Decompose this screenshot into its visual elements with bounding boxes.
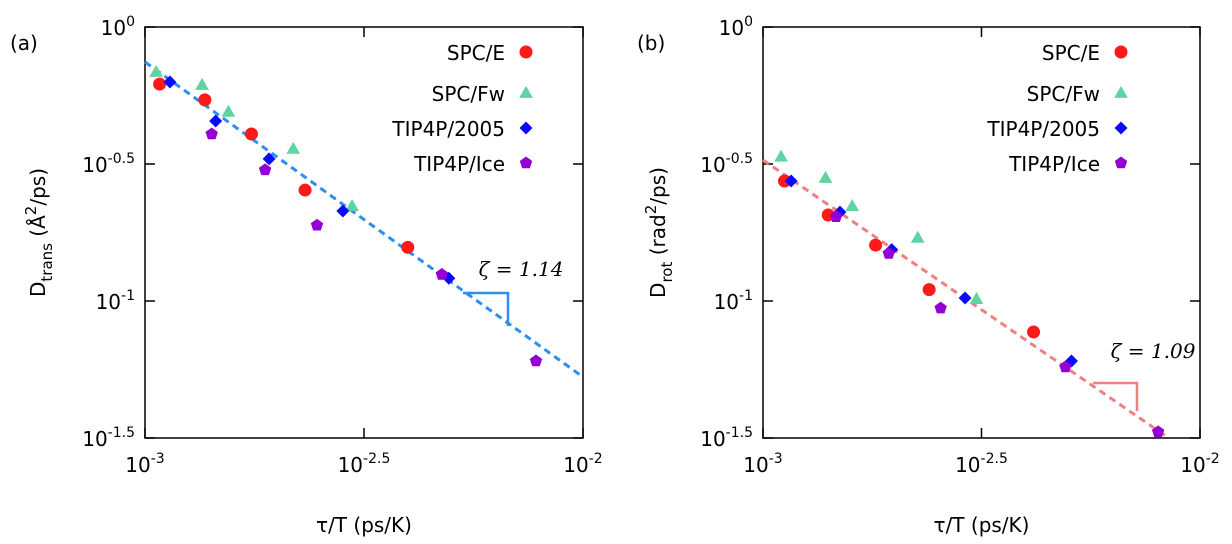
legend-marker <box>519 85 533 98</box>
marker <box>163 75 177 89</box>
tick-label: 10-3 <box>125 451 164 477</box>
marker <box>258 163 272 176</box>
y-axis-label-part: /ps) <box>646 167 670 205</box>
legend-label: TIP4P/Ice <box>1008 152 1100 176</box>
y-axis-label-part: (Å <box>26 215 50 243</box>
legend-marker <box>1114 156 1128 169</box>
legend-label: SPC/Fw <box>1027 82 1100 106</box>
marker <box>934 301 947 314</box>
y-axis-label-part: 2 <box>22 206 40 216</box>
slope-triangle <box>463 291 510 326</box>
x-axis-label-part: τ/T (ps/K) <box>934 513 1030 537</box>
y-axis-label: Dtrans (Å2/ps) <box>22 168 56 297</box>
marker <box>401 240 415 254</box>
legend-marker <box>519 45 533 59</box>
slope-triangle <box>1093 381 1139 411</box>
marker <box>969 291 984 304</box>
tick-label: 100 <box>101 14 135 40</box>
marker <box>869 238 883 252</box>
marker <box>244 127 258 141</box>
fit-line <box>144 60 584 379</box>
tick-label: 10-0.5 <box>82 151 135 177</box>
marker <box>1027 325 1041 339</box>
marker <box>778 174 792 188</box>
marker <box>149 64 163 77</box>
y-axis-label-part: trans <box>38 243 56 282</box>
marker <box>286 141 301 154</box>
marker <box>205 127 218 140</box>
y-axis-label-part: /ps) <box>26 168 50 206</box>
y-axis-label-part: 2 <box>642 205 660 215</box>
tick-label: 100 <box>719 14 753 40</box>
legend-label: TIP4P/2005 <box>391 117 505 141</box>
x-axis-label-part: τ/T (ps/K) <box>316 513 412 537</box>
tick-label: 10-2 <box>563 451 602 477</box>
marker <box>336 204 350 218</box>
marker <box>298 183 312 197</box>
legend-label: SPC/Fw <box>432 82 505 106</box>
tick-label: 10-2.5 <box>955 451 1008 477</box>
x-axis-label: τ/T (ps/K) <box>934 513 1030 537</box>
legend-marker <box>519 121 533 135</box>
marker <box>529 354 543 367</box>
y-axis-label-part: (rad <box>646 214 670 261</box>
marker <box>774 149 788 162</box>
tick-label: 10-2.5 <box>338 451 391 477</box>
marker <box>262 152 276 166</box>
legend-label: SPC/E <box>1042 41 1100 65</box>
y-axis-label-part: D <box>646 283 670 298</box>
tick-label: 10-1.5 <box>700 425 753 451</box>
y-axis-label-part: rot <box>658 262 676 283</box>
marker <box>784 174 798 188</box>
panel-label: (a) <box>10 31 38 55</box>
marker <box>221 104 236 117</box>
legend-marker <box>1114 85 1128 98</box>
y-axis-label: Drot (rad2/ps) <box>642 167 676 298</box>
tick-label: 10-2 <box>1180 451 1219 477</box>
legend-label: TIP4P/2005 <box>986 117 1100 141</box>
marker <box>882 247 895 259</box>
x-axis-label: τ/T (ps/K) <box>316 513 412 537</box>
marker <box>958 291 972 305</box>
marker <box>153 77 167 91</box>
marker <box>1151 425 1165 438</box>
tick-label: 10-1 <box>96 288 135 314</box>
tick-label: 10-1.5 <box>82 425 135 451</box>
plot-frame <box>144 26 584 439</box>
annotation: ζ = 1.14 <box>479 257 564 281</box>
panel-label: (b) <box>637 31 665 55</box>
marker <box>845 198 860 211</box>
marker <box>910 230 925 243</box>
plot-frame <box>762 26 1201 439</box>
marker <box>209 114 223 128</box>
tick-label: 10-3 <box>743 451 782 477</box>
marker <box>195 77 209 90</box>
marker <box>345 198 359 211</box>
legend-marker <box>519 156 533 169</box>
marker <box>310 218 324 231</box>
tick-label: 10-1 <box>714 288 753 314</box>
marker <box>829 210 843 222</box>
marker <box>435 267 448 280</box>
legend-marker <box>1114 121 1128 135</box>
annotation: ζ = 1.09 <box>1111 339 1196 363</box>
legend-marker <box>1114 45 1128 59</box>
legend-label: TIP4P/Ice <box>413 152 505 176</box>
marker <box>198 93 212 107</box>
y-axis-label-part: D <box>26 282 50 297</box>
marker <box>1059 360 1072 373</box>
tick-label: 10-0.5 <box>700 151 753 177</box>
marker <box>922 283 936 297</box>
legend-label: SPC/E <box>447 41 505 65</box>
marker <box>818 170 833 183</box>
